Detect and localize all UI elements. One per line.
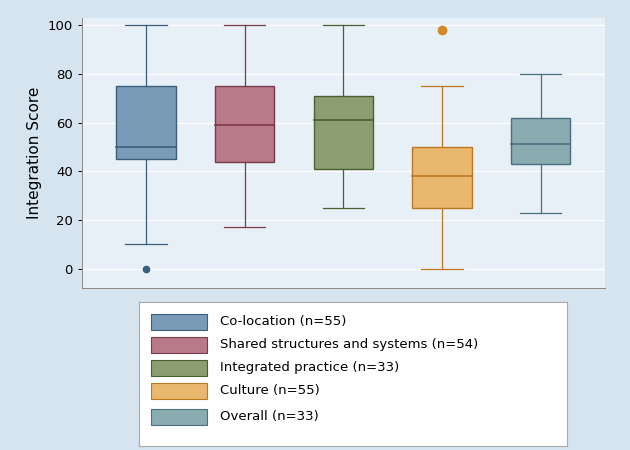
Bar xyxy=(413,147,472,208)
FancyBboxPatch shape xyxy=(151,383,207,399)
Bar xyxy=(215,86,274,162)
Text: Culture (n=55): Culture (n=55) xyxy=(220,384,320,397)
Text: Integrated practice (n=33): Integrated practice (n=33) xyxy=(220,361,399,374)
Text: Overall (n=33): Overall (n=33) xyxy=(220,410,319,423)
FancyBboxPatch shape xyxy=(151,360,207,376)
FancyBboxPatch shape xyxy=(151,337,207,353)
FancyBboxPatch shape xyxy=(151,314,207,329)
Y-axis label: Integration Score: Integration Score xyxy=(27,87,42,219)
FancyBboxPatch shape xyxy=(151,409,207,425)
Bar xyxy=(314,96,373,169)
Bar xyxy=(511,118,570,164)
Text: Shared structures and systems (n=54): Shared structures and systems (n=54) xyxy=(220,338,478,351)
Text: Co-location (n=55): Co-location (n=55) xyxy=(220,315,346,328)
Bar xyxy=(117,86,176,159)
